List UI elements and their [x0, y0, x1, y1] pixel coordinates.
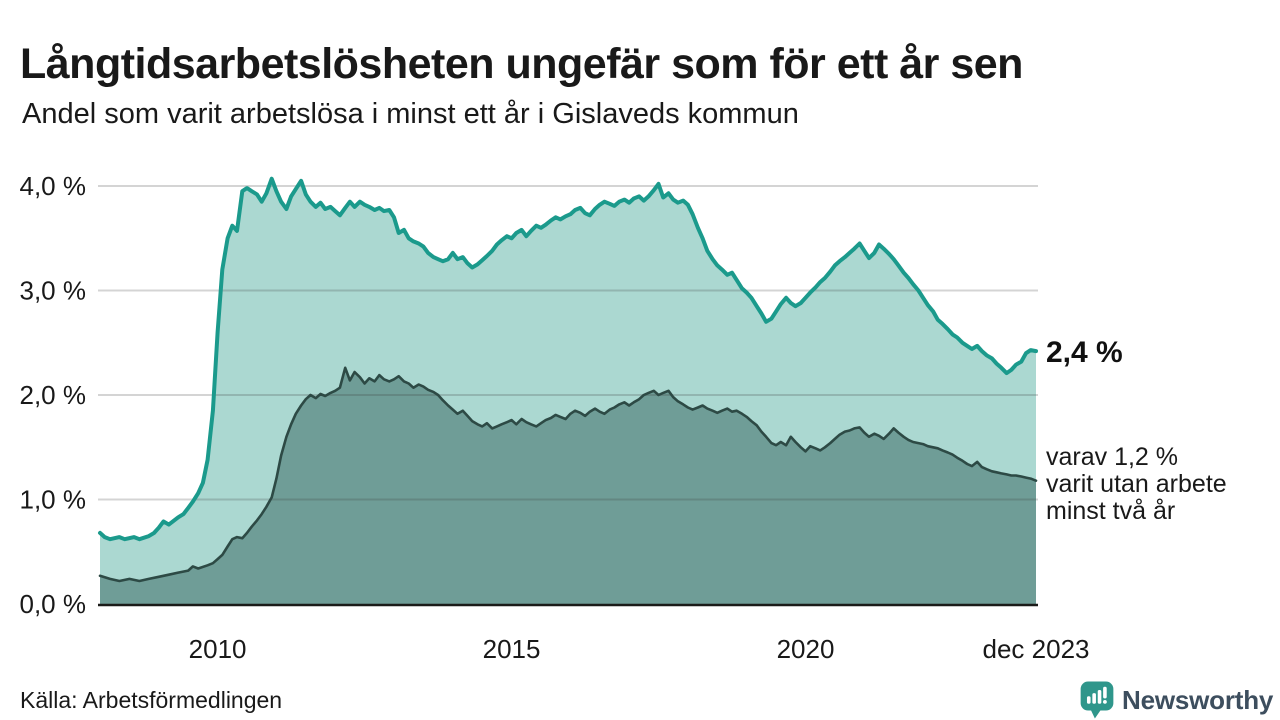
subset-series-annotation: varav 1,2 % varit utan arbete minst två … [1046, 444, 1227, 525]
newsworthy-wordmark: Newsworthy [1122, 684, 1274, 715]
x-tick-label: 2020 [777, 634, 835, 664]
source-attribution: Källa: Arbetsförmedlingen [20, 687, 283, 713]
subset-annotation-line-1: varav 1,2 % [1046, 443, 1179, 471]
x-axis-labels: 2010 2015 2020 dec 2023 [189, 634, 1090, 664]
y-tick-label: 1,0 % [20, 485, 87, 515]
subset-annotation-line-2: varit utan arbete [1046, 470, 1227, 498]
series-lines [98, 176, 1038, 583]
y-tick-label: 3,0 % [20, 276, 87, 306]
newsworthy-logo: Newsworthy [1080, 680, 1273, 720]
x-tick-label: 2010 [189, 634, 247, 664]
y-axis-labels: 0,0 % 1,0 % 2,0 % 3,0 % 4,0 % [20, 171, 87, 619]
y-tick-label: 0,0 % [20, 589, 87, 619]
x-tick-label: dec 2023 [983, 634, 1090, 664]
gridlines [98, 185, 1038, 501]
total-series-end-label: 2,4 % [1046, 336, 1123, 369]
subset-annotation-line-3: minst två år [1046, 497, 1176, 525]
page-title: Långtidsarbetslösheten ungefär som för e… [20, 39, 1023, 88]
y-tick-label: 2,0 % [20, 380, 87, 410]
area-fills [100, 178, 1036, 604]
newsworthy-bubble-chart-icon [1080, 681, 1114, 719]
y-tick-label: 4,0 % [20, 171, 87, 201]
x-tick-label: 2015 [483, 634, 541, 664]
chart-subtitle: Andel som varit arbetslösa i minst ett å… [22, 98, 799, 130]
